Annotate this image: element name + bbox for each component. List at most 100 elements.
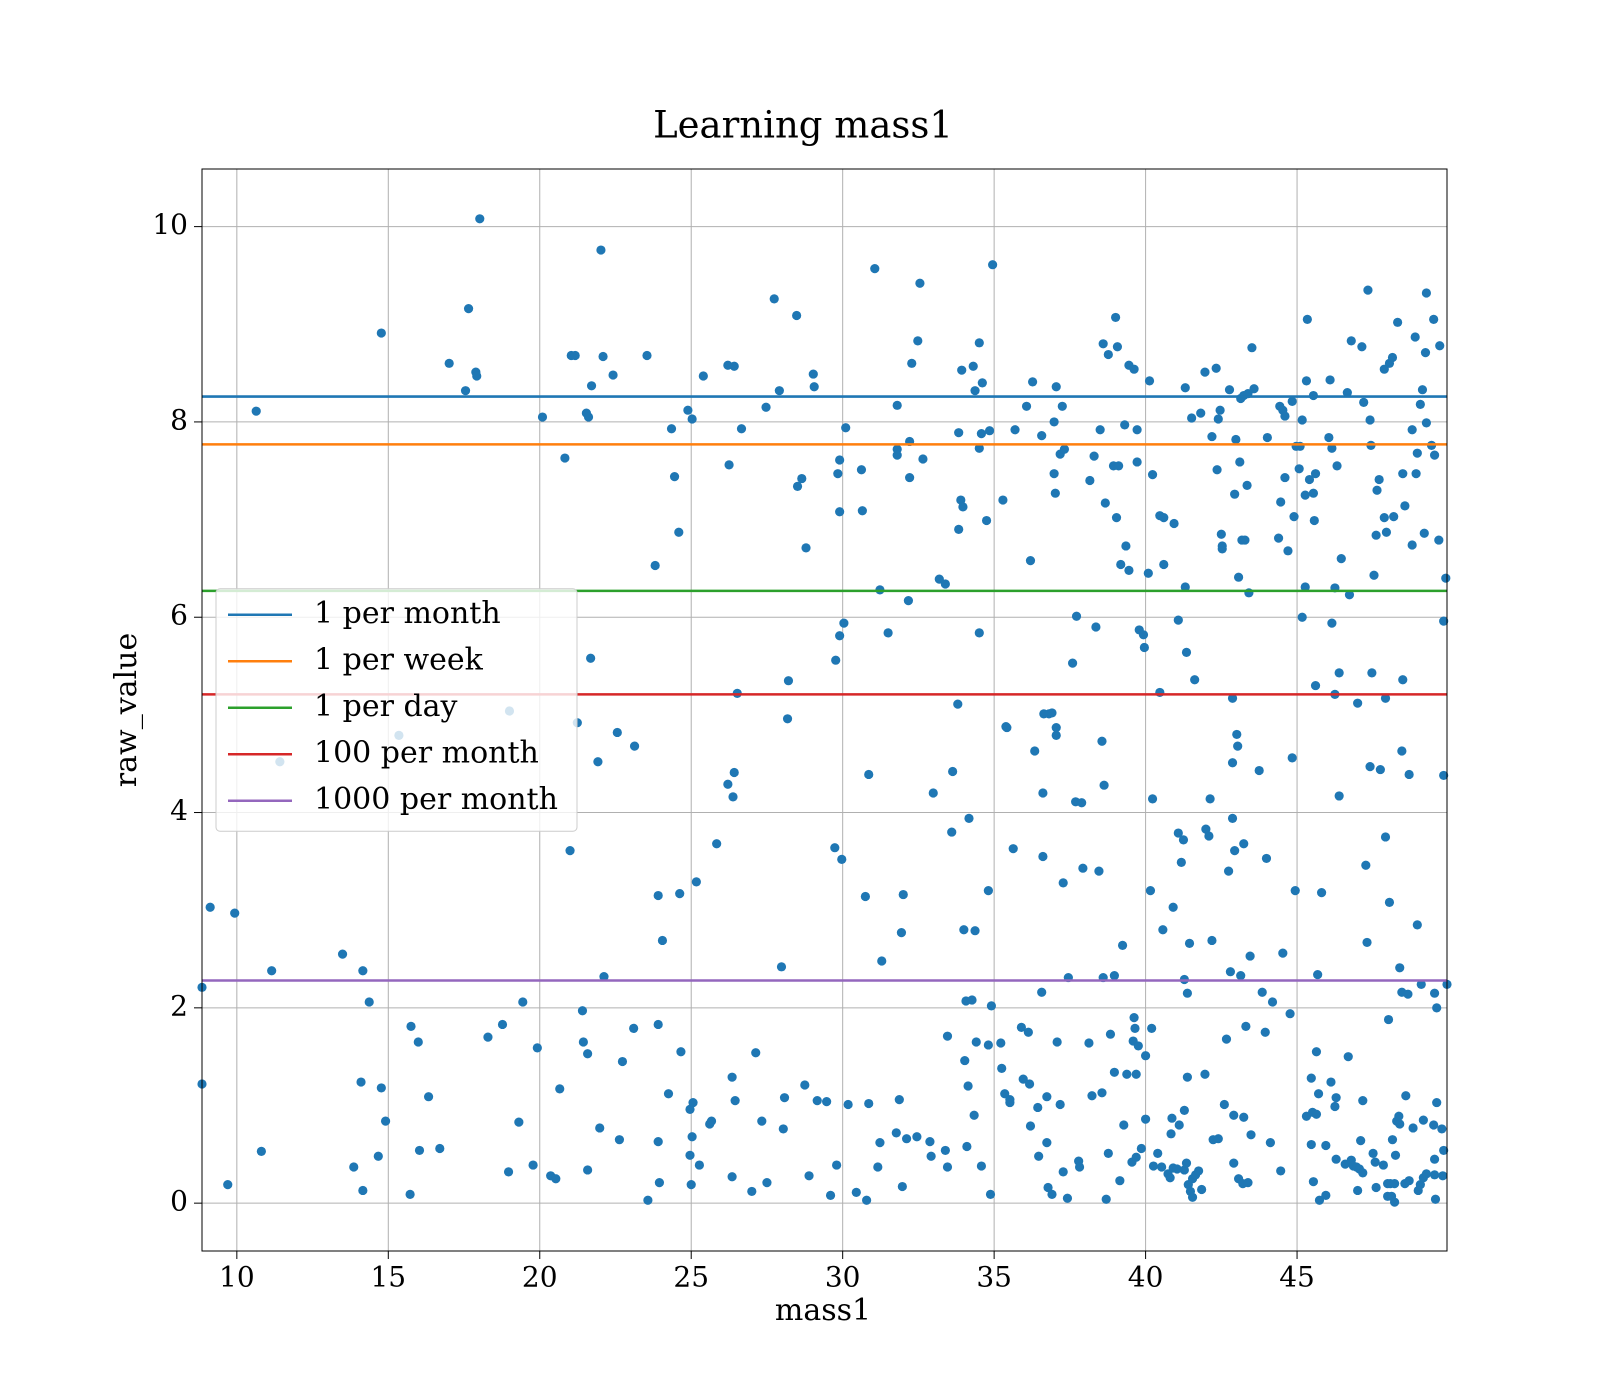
- scatter-point: [1005, 1097, 1015, 1108]
- scatter-point: [1124, 565, 1134, 575]
- scatter-point: [1131, 1152, 1141, 1162]
- scatter-point: [1432, 1097, 1442, 1108]
- scatter-point: [1042, 1138, 1052, 1148]
- scatter-point: [839, 618, 849, 628]
- scatter-point: [1432, 1003, 1442, 1013]
- scatter-point: [1383, 1014, 1394, 1025]
- scatter-point: [460, 386, 471, 396]
- scatter-point: [1235, 457, 1245, 467]
- scatter-point: [1109, 1067, 1119, 1077]
- scatter-point: [954, 428, 964, 438]
- scatter-point: [1196, 408, 1206, 418]
- scatter-point: [1236, 971, 1246, 981]
- scatter-point: [1410, 332, 1420, 342]
- scatter-point: [1239, 1112, 1249, 1122]
- scatter-point: [532, 1043, 542, 1053]
- scatter-point: [883, 628, 893, 638]
- scatter-point: [1114, 461, 1124, 471]
- scatter-point: [1344, 590, 1355, 600]
- scatter-point: [1283, 546, 1293, 556]
- scatter-point: [970, 926, 980, 936]
- scatter-point: [1098, 339, 1108, 349]
- scatter-point: [833, 469, 843, 479]
- scatter-point: [406, 1021, 416, 1031]
- scatter-point: [599, 971, 609, 982]
- scatter-point: [1324, 432, 1334, 443]
- scatter-point: [1371, 1182, 1381, 1193]
- scatter-point: [841, 423, 851, 433]
- scatter-point: [1297, 612, 1307, 622]
- scatter-point: [1330, 1101, 1340, 1112]
- scatter-point: [595, 1123, 605, 1133]
- scatter-point: [875, 1138, 885, 1148]
- scatter-point: [837, 854, 847, 865]
- scatter-point: [1133, 1041, 1143, 1051]
- scatter-point: [1429, 988, 1440, 998]
- scatter-point: [1429, 1120, 1439, 1130]
- scatter-point: [653, 890, 663, 901]
- scatter-point: [860, 891, 870, 902]
- scatter-point: [964, 813, 974, 823]
- scatter-point: [1285, 1009, 1295, 1019]
- scatter-point: [1129, 364, 1139, 374]
- scatter-point: [912, 1132, 922, 1142]
- scatter-point: [1049, 469, 1059, 479]
- scatter-point: [1390, 1150, 1401, 1160]
- scatter-point: [1023, 1027, 1033, 1037]
- scatter-point: [1130, 1023, 1140, 1033]
- scatter-point: [1059, 444, 1070, 454]
- scatter-point: [1136, 1143, 1146, 1154]
- scatter-point: [870, 264, 880, 274]
- scatter-point: [1306, 1139, 1316, 1150]
- scatter-point: [864, 1098, 874, 1109]
- y-tick-label: 2: [170, 989, 188, 1022]
- scatter-point: [1219, 1099, 1229, 1110]
- scatter-point: [877, 956, 887, 966]
- scatter-point: [830, 843, 840, 853]
- y-tick-label: 4: [170, 794, 188, 827]
- scatter-point: [792, 310, 802, 321]
- x-tick-label: 45: [1279, 1261, 1315, 1294]
- scatter-point: [514, 1117, 524, 1127]
- scatter-point: [1310, 469, 1321, 479]
- scatter-point: [1380, 832, 1391, 842]
- scatter-point: [1289, 512, 1299, 522]
- scatter-point: [1387, 1135, 1398, 1145]
- scatter-point: [356, 1077, 366, 1087]
- scatter-point: [1287, 396, 1297, 407]
- x-tick-label: 20: [522, 1261, 558, 1294]
- scatter-point: [1358, 1168, 1368, 1178]
- scatter-point: [1379, 513, 1389, 523]
- scatter-point: [1233, 572, 1244, 582]
- scatter-point: [940, 1145, 950, 1156]
- scatter-point: [1304, 474, 1315, 485]
- scatter-point: [358, 1185, 368, 1196]
- scatter-point: [472, 371, 482, 381]
- scatter-point: [1097, 736, 1107, 746]
- scatter-point: [1077, 798, 1087, 808]
- scatter-point: [942, 1162, 953, 1172]
- scatter-point: [851, 1187, 861, 1198]
- plot-frame: [201, 168, 1448, 1252]
- scatter-point: [831, 655, 841, 665]
- scatter-point: [583, 1165, 593, 1175]
- scatter-point: [1308, 1177, 1319, 1187]
- scatter-point: [926, 1151, 936, 1161]
- scatter-point: [1262, 432, 1272, 443]
- scatter-point: [654, 1178, 665, 1188]
- scatter-point: [373, 1151, 383, 1161]
- scatter-point: [1384, 897, 1395, 907]
- scatter-point: [954, 524, 964, 534]
- scatter-point: [1370, 1157, 1380, 1167]
- scatter-point: [1313, 1089, 1324, 1099]
- scatter-point: [1403, 989, 1413, 999]
- scatter-point: [518, 997, 528, 1007]
- scatter-point: [891, 1128, 901, 1138]
- scatter-point: [1165, 1173, 1175, 1183]
- scatter-point: [983, 1040, 993, 1050]
- scatter-point: [1051, 382, 1061, 392]
- scatter-point: [1306, 1073, 1316, 1083]
- scatter-point: [970, 386, 980, 396]
- scatter-point: [1173, 615, 1183, 625]
- scatter-point: [1037, 987, 1047, 997]
